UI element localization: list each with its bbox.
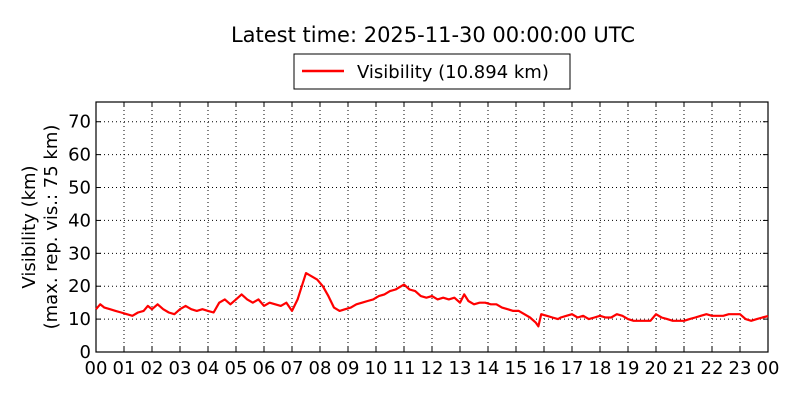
x-tick-label: 09	[337, 358, 360, 379]
x-tick-label: 22	[701, 358, 724, 379]
x-tick-label: 17	[561, 358, 584, 379]
series-line-visibility	[95, 272, 769, 328]
x-tick-label: 20	[645, 358, 668, 379]
y-tick-label: 50	[68, 178, 91, 199]
y-tick-labels: 0 10 20 30 40 50 60 70	[68, 112, 91, 363]
x-tick-label: 16	[533, 358, 556, 379]
y-axis-label-line1: Visibility (km)	[19, 165, 40, 288]
x-tick-label: 08	[309, 358, 332, 379]
y-tick-label: 30	[68, 243, 91, 264]
x-tick-label: 03	[169, 358, 192, 379]
y-axis-label-line2: (max. rep. vis.: 75 km)	[41, 125, 62, 330]
x-tick-label: 18	[589, 358, 612, 379]
legend-label: Visibility (10.894 km)	[357, 62, 549, 83]
x-tick-label: 02	[141, 358, 164, 379]
x-tick-labels: 00 01 02 03 04 05 06 07 08 09 10 11 12 13 14 15 16 17 18 19…	[85, 358, 780, 379]
x-tick-label: 06	[253, 358, 276, 379]
ticks	[95, 102, 769, 353]
x-tick-label: 07	[281, 358, 304, 379]
x-tick-label: 05	[225, 358, 248, 379]
x-tick-label: 14	[477, 358, 500, 379]
x-tick-label: 15	[505, 358, 528, 379]
y-tick-label: 20	[68, 276, 91, 297]
x-tick-label: 19	[617, 358, 640, 379]
y-tick-label: 40	[68, 210, 91, 231]
y-tick-label: 0	[80, 342, 91, 363]
y-tick-label: 10	[68, 309, 91, 330]
x-tick-label: 10	[365, 358, 388, 379]
legend: Visibility (10.894 km)	[293, 53, 571, 90]
x-tick-label: 01	[113, 358, 136, 379]
grid	[96, 102, 768, 352]
chart-title: Latest time: 2025-11-30 00:00:00 UTC	[231, 23, 635, 47]
x-tick-label: 00	[757, 358, 780, 379]
x-tick-label: 23	[729, 358, 752, 379]
x-tick-label: 04	[197, 358, 220, 379]
x-tick-label: 12	[421, 358, 444, 379]
y-tick-label: 60	[68, 145, 91, 166]
x-tick-label: 00	[85, 358, 108, 379]
x-tick-label: 11	[393, 358, 416, 379]
x-tick-label: 13	[449, 358, 472, 379]
y-tick-label: 70	[68, 112, 91, 133]
x-tick-label: 21	[673, 358, 696, 379]
